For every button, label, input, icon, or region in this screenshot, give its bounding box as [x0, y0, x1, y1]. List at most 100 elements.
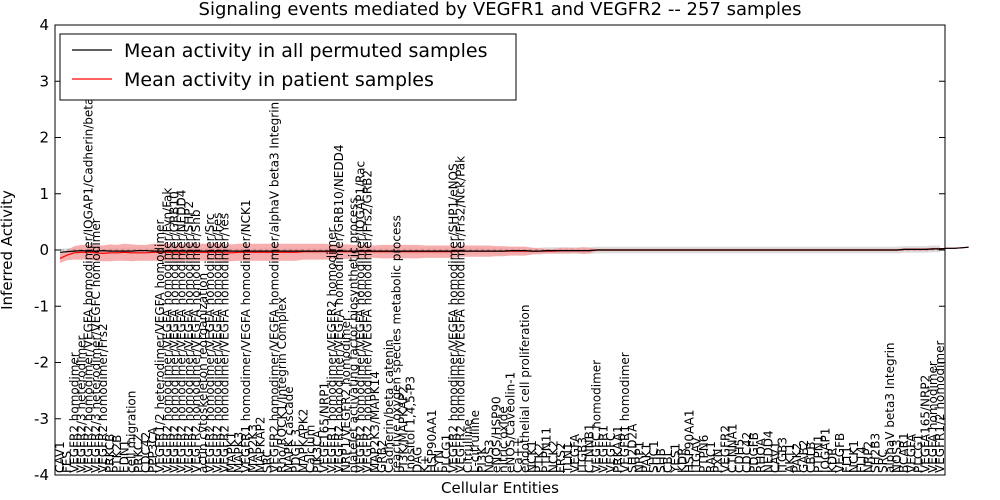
x-tick-label: VEGFR2 homodimer/VEGFA homodimer/Frs2/GR… [361, 170, 375, 473]
x-tick-label: CDH5 [733, 439, 747, 473]
x-tick-label: VEGFR1 [597, 425, 611, 473]
permuted-mean-line [59, 246, 969, 253]
x-tick-label: Inositol 1,4,5-P3 [404, 376, 418, 473]
x-tick-label: cell migration [125, 391, 139, 473]
x-tick-label: PTPN11 [540, 427, 554, 473]
x-tick-label: eNOS/HSP90 [489, 396, 503, 473]
x-axis-label: Cellular Entities [441, 479, 559, 497]
x-tick-label: SH2D2A [625, 423, 639, 473]
x-tick-label: FES [60, 451, 74, 473]
x-tick-label: VEGFA homodimer [926, 361, 940, 473]
legend-box [59, 33, 517, 101]
x-tick-label: PXN [711, 449, 725, 473]
x-tick-label: RAC1 [704, 441, 718, 473]
x-tick-label: VEGFR2 homodimer/VEGFA homodimer/Fyn/Fak [160, 188, 174, 473]
x-tick-label: KDR [675, 448, 689, 473]
x-tick-label: VEGFC [604, 433, 618, 473]
x-tick-label: PLCG1 [439, 434, 453, 473]
x-tick-label: VEGFR2 homodimer/VEGFA homodimer/Shb [189, 210, 203, 473]
x-tick-label: VEGFR2/3 heterodimer [74, 335, 88, 473]
x-tick-label: HSP90AA1 [425, 409, 439, 473]
x-tick-label: CTNNB1 [582, 423, 596, 473]
x-tick-label: FRS2 [554, 443, 568, 474]
x-tick-label: MAPK cascade [282, 386, 296, 473]
x-tick-label: ITGAV [690, 436, 704, 473]
x-tick-label: VEGFC homodimer [590, 360, 604, 473]
y-tick-label: 1 [39, 185, 49, 203]
y-tick-label: -2 [34, 354, 49, 372]
x-tick-label: SHB [654, 448, 668, 473]
x-tick-label: SRC [876, 449, 890, 473]
x-tick-label: PAK1 [640, 443, 654, 473]
x-tick-label: CDC42 [740, 432, 754, 473]
x-tick-label: SRC [260, 449, 274, 473]
x-tick-label: RHOA [754, 437, 768, 473]
patient-band [60, 243, 940, 263]
x-tick-label: AKT1 [783, 443, 797, 473]
y-axis: -4 -3 -2 -1 0 1 2 3 4 [34, 16, 945, 484]
x-tick-label: VEGFR1/2 heterodimer/VEGFA homodimer [153, 220, 167, 473]
x-tick-label: VEGFR2 homodimer/VEGFA homodimer/GRB10 [167, 191, 181, 473]
legend-label-patient: Mean activity in patient samples [124, 69, 434, 91]
x-tick-label: MAP2K3 [246, 424, 260, 473]
y-tick-label: -4 [34, 466, 49, 484]
x-tick-label: VEGF165/NRP1 [318, 382, 332, 473]
x-tick-label: NCK1 [847, 440, 861, 473]
x-tick-label: PAK2 [790, 443, 804, 473]
x-tick-label: Citrulline [461, 419, 475, 473]
x-tick-label: reactive oxygen species metabolic proces… [389, 215, 403, 473]
x-tick-label: PDGF 3 [289, 429, 303, 473]
y-tick-label: 4 [39, 16, 49, 34]
x-tick-label: PTK2 [532, 443, 546, 473]
x-tick-label: MAPKAPK2 [296, 409, 310, 473]
x-tick-label: CDC42 [139, 432, 153, 473]
x-tick-label: MAPKAP2 [253, 416, 267, 473]
x-tick-label: VEGFR2 homodimer/VEGFA homodimer/SHP1/eN… [446, 163, 460, 473]
x-tick-label: VEGFR2 homodimer/VEGFA homodimer/Frs2/Nc… [454, 156, 468, 473]
x-tick-label: FLT1 [840, 446, 854, 473]
x-tick-label: NOS3 [890, 439, 904, 473]
x-tick-label: nitric oxide [497, 406, 511, 473]
x-tick-label: L-citrulline [468, 410, 482, 473]
x-tick-label: Cadherin/beta catenin [382, 339, 396, 473]
x-tick-label: VEGFR1 homodimer/VEGFR2 homodimer [325, 227, 339, 473]
x-tick-label: VEGFR2 homodimer/VEGFA homodimer/Fes [210, 212, 224, 473]
x-tick-label: VEGFR2 homodimer/VEGFA homodimer/alphaV … [268, 102, 282, 473]
x-tick-label: PIK3CA [311, 429, 325, 473]
y-tick-label: 3 [39, 72, 49, 90]
x-tick-label: VEGFR2 homodimer/VEGFA homodimer/SHP2 [182, 201, 196, 473]
x-tick-label: NOS3 [482, 439, 496, 473]
chart-title: Signaling events mediated by VEGFR1 and … [199, 0, 802, 20]
x-tick-label: PTPN1 [811, 435, 825, 473]
y-tick-label: -1 [34, 297, 49, 315]
x-tick-label: VEGFR2 [718, 425, 732, 473]
x-tick-label: CBL [661, 449, 675, 473]
x-tick-label: VEGFA165/NRP2 [919, 375, 933, 473]
x-tick-label: Ca++ [511, 437, 525, 473]
x-tick-label: VEGFR2 homodimer/VEGFA homodimer/Src [203, 213, 217, 473]
x-tick-label: PLCG1 [912, 434, 926, 473]
x-tick-label: PPP3CA [146, 426, 160, 473]
x-tick-label: PRKAA1 [611, 425, 625, 473]
x-tick-label: PI3K [475, 446, 489, 473]
x-tick-label: Rho/ROCK1/Integrin Complex [275, 297, 289, 473]
x-tick-label: GAB2 [797, 440, 811, 473]
x-tick-label: CAV1 [768, 441, 782, 473]
x-tick-label: ITGB3 [575, 437, 589, 473]
x-tick-label: VEGFR1 homodimer/VEGFA homodimer/NCK1 [239, 199, 253, 473]
x-tick-label: TLN1 [561, 442, 575, 474]
x-tick-label: IQGAP1 [819, 428, 833, 473]
x-tick-label: K+ [418, 455, 432, 473]
x-tick-label: VEGFA [568, 433, 582, 473]
x-tick-label: actin cytoskeleton reorganization [196, 273, 210, 473]
x-tick-label: NEDD4 [761, 430, 775, 473]
x-tick-label: NCK1 [525, 440, 539, 473]
x-tick-label: CAV1 [53, 441, 67, 473]
x-tick-label: MAP2K3/MAPK14 [368, 371, 382, 473]
legend-label-permuted: Mean activity in all permuted samples [124, 40, 487, 62]
x-tick-label: NRP1 [633, 441, 647, 473]
x-tick-label: alphaV beta3 Integrin [883, 342, 897, 473]
x-tick-label: VEGFR1 homodimer [618, 352, 632, 473]
x-tick-label: VEGFR2 homodimer/VEGFA homodimer/IQGAP1/… [82, 49, 96, 473]
